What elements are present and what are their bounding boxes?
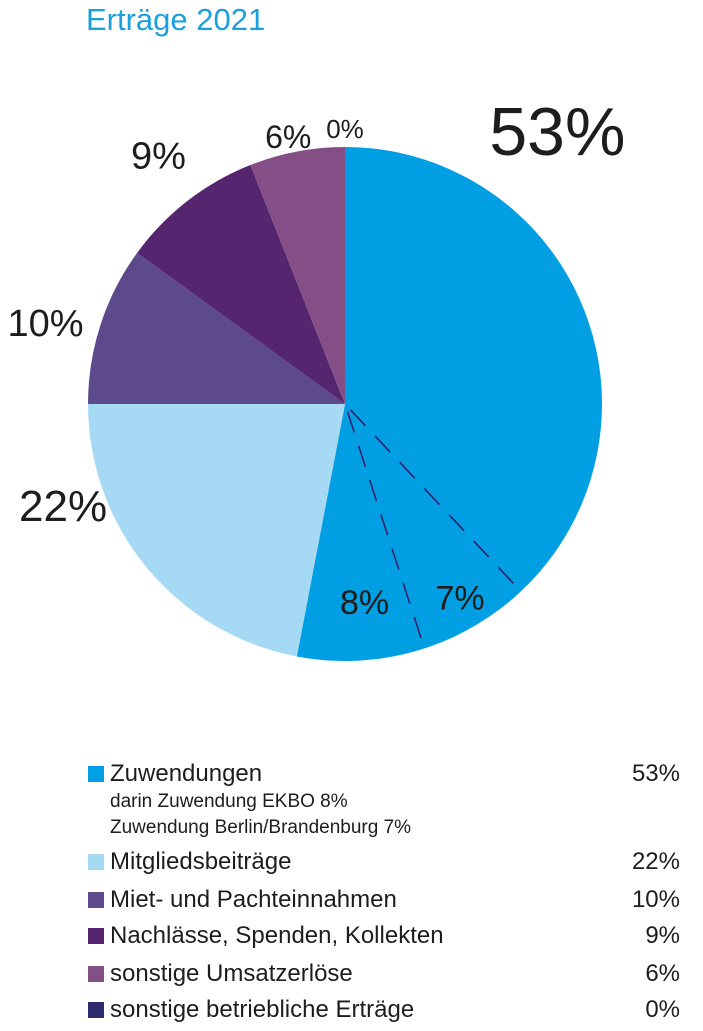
legend-value: 6% <box>645 960 680 987</box>
pie-label-miet-und-pachteinnahmen: 10% <box>8 303 84 345</box>
pie-slice-miet-und-pachteinnahmen <box>88 252 345 404</box>
legend-item-zuwendungen: Zuwendungen 53% <box>88 759 680 789</box>
legend-label: Miet- und Pachteinnahmen <box>110 886 397 913</box>
sub-slice-divider <box>349 409 522 592</box>
pie-label-mitgliedsbeitr-ge: 22% <box>19 482 107 531</box>
legend-label: Zuwendungen <box>110 760 263 787</box>
sub-slice-divider <box>346 411 426 649</box>
sub-slice-label-darin-zuwendung-ekbo: 8% <box>340 584 389 622</box>
legend-swatch <box>88 766 104 782</box>
pie-labels: 53% 22% 10% 9% 6% 0% 8% 7% <box>8 94 626 622</box>
sub-slice-dividers <box>346 409 522 649</box>
legend-swatch <box>88 966 104 982</box>
legend-swatch <box>88 1002 104 1018</box>
legend-value: 53% <box>631 760 680 787</box>
legend: Zuwendungen 53% darin Zuwendung EKBO 8% … <box>88 759 680 1025</box>
sub-slice-label-zuwendung-berlin-brandenburg: 7% <box>435 580 484 618</box>
pie-label-sonstige-betriebliche-ertr-ge: 0% <box>326 114 364 144</box>
legend-label: sonstige betriebliche Erträge <box>110 996 415 1023</box>
legend-value: 22% <box>631 848 680 875</box>
pie-label-sonstige-umsatzerl-se: 6% <box>265 119 311 155</box>
pie-chart: 53% 22% 10% 9% 6% 0% 8% 7% <box>8 94 626 661</box>
pie-slice-nachl-sse-spenden-kollekten <box>137 165 345 404</box>
legend-sub-berlin: Zuwendung Berlin/Brandenburg 7% <box>110 817 412 838</box>
legend-item-mitgliedsbeitraege: Mitgliedsbeiträge 22% <box>88 847 680 877</box>
legend-value: 0% <box>645 996 680 1023</box>
legend-item-nachlaesse: Nachlässe, Spenden, Kollekten 9% <box>88 921 680 951</box>
pie-slice-mitgliedsbeitr-ge <box>88 404 345 657</box>
legend-item-miete: Miet- und Pachteinnahmen 10% <box>88 885 680 915</box>
legend-item-betriebliche: sonstige betriebliche Erträge 0% <box>88 995 680 1025</box>
chart-title: Erträge 2021 <box>86 2 266 37</box>
legend-swatch <box>88 854 104 870</box>
pie-label-zuwendungen: 53% <box>489 94 625 170</box>
legend-item-umsatzerloese: sonstige Umsatzerlöse 6% <box>88 959 680 989</box>
legend-label: Mitgliedsbeiträge <box>110 848 292 875</box>
legend-value: 10% <box>631 886 680 913</box>
legend-label: sonstige Umsatzerlöse <box>110 960 353 987</box>
pie-slices <box>88 147 602 661</box>
pie-slice-zuwendungen <box>296 147 602 661</box>
legend-value: 9% <box>645 922 680 949</box>
legend-swatch <box>88 892 104 908</box>
legend-swatch <box>88 928 104 944</box>
pie-slice-sonstige-umsatzerl-se <box>250 147 345 404</box>
pie-label-nachl-sse-spenden-kollekten: 9% <box>131 135 186 177</box>
legend-label: Nachlässe, Spenden, Kollekten <box>110 922 444 949</box>
legend-sub-ekbo: darin Zuwendung EKBO 8% <box>110 791 348 812</box>
